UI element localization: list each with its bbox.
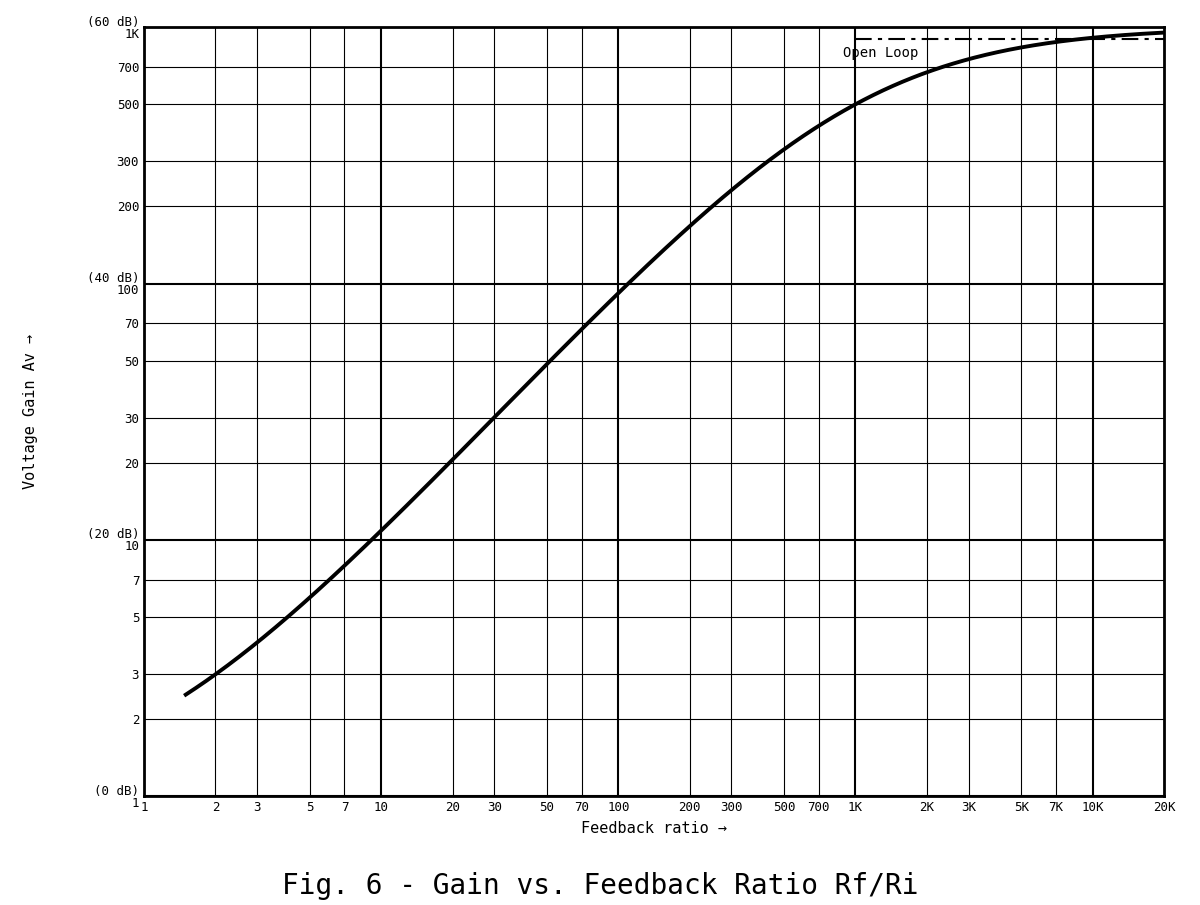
- Y-axis label: Voltage Gain Av →: Voltage Gain Av →: [23, 334, 38, 490]
- Text: Fig. 6 - Gain vs. Feedback Ratio Rf/Ri: Fig. 6 - Gain vs. Feedback Ratio Rf/Ri: [282, 872, 918, 900]
- X-axis label: Feedback ratio →: Feedback ratio →: [581, 821, 727, 836]
- Text: Open Loop: Open Loop: [842, 46, 918, 61]
